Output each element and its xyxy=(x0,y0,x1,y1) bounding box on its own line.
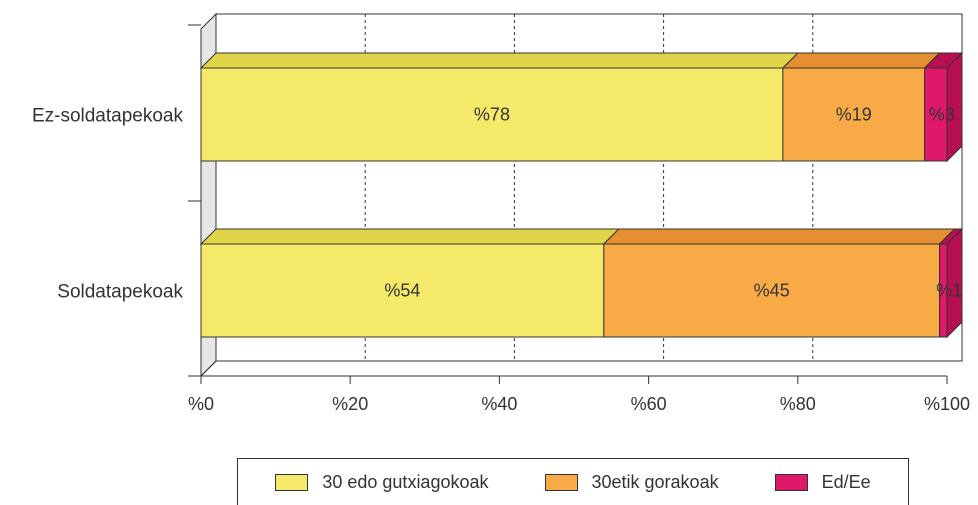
category-label-0: Ez-soldatapekoak xyxy=(32,106,184,127)
legend-swatch-series-2 xyxy=(774,473,808,491)
legend-label-series-0: 30 edo gutxiagokoak xyxy=(322,471,489,492)
data-label-0-1: %19 xyxy=(836,105,872,125)
legend-item-series-2: Ed/Ee xyxy=(774,471,871,493)
bar-0-series-2 xyxy=(923,51,964,163)
category-label-1: Soldatapekoak xyxy=(57,282,183,303)
labels: %78 %19 %3 Ez-soldatapekoak %54 %45 %1 Soldatap… xyxy=(32,105,970,415)
bar-front-0-1 xyxy=(782,67,926,162)
bar-front-0-0 xyxy=(200,67,784,162)
legend-label-series-2: Ed/Ee xyxy=(821,471,871,492)
x-tick-label-3: %60 xyxy=(631,394,667,414)
bars xyxy=(199,51,964,339)
bar-top-0-0 xyxy=(199,52,800,69)
legend-swatch-series-1 xyxy=(544,473,578,491)
x-tick-label-2: %40 xyxy=(481,394,517,414)
x-tick-label-0: %0 xyxy=(188,394,214,414)
bar-top-0-1 xyxy=(781,52,941,69)
bar-top-1-0 xyxy=(199,228,621,245)
bar-front-1-1 xyxy=(603,243,941,338)
legend-label-series-1: 30etik gorakoak xyxy=(591,471,719,492)
bar-side-1 xyxy=(946,227,963,339)
stacked-bar-chart: %78 %19 %3 Ez-soldatapekoak %54 %45 %1 Soldatap… xyxy=(32,12,970,415)
bar-0-series-0 xyxy=(199,52,800,162)
data-label-1-1: %45 xyxy=(754,281,790,301)
bar-0-series-1 xyxy=(781,52,941,162)
data-label-0-2: %3 xyxy=(929,105,955,125)
data-label-0-0: %78 xyxy=(474,105,510,125)
bar-front-1-0 xyxy=(200,243,605,338)
legend-item-series-1: 30etik gorakoak xyxy=(544,471,719,493)
bar-1-series-0 xyxy=(199,228,621,338)
x-tick-label-4: %80 xyxy=(780,394,816,414)
x-tick-label-1: %20 xyxy=(332,394,368,414)
x-tick-label-5: %100 xyxy=(924,394,970,414)
floor-edge xyxy=(200,360,217,377)
bar-top-1-1 xyxy=(602,228,956,245)
data-label-1-0: %54 xyxy=(384,281,420,301)
axes xyxy=(188,24,948,384)
bar-1-series-1 xyxy=(602,228,956,338)
legend-swatch-series-0 xyxy=(275,473,309,491)
legend: 30 edo gutxiagokoak 30etik gorakoak Ed/E… xyxy=(237,458,909,505)
bar-1-series-2 xyxy=(938,227,964,339)
back-wall-border xyxy=(216,13,963,362)
bar-side-0 xyxy=(946,51,963,163)
legend-item-series-0: 30 edo gutxiagokoak xyxy=(275,471,489,493)
data-label-1-2: %1 xyxy=(936,281,962,301)
